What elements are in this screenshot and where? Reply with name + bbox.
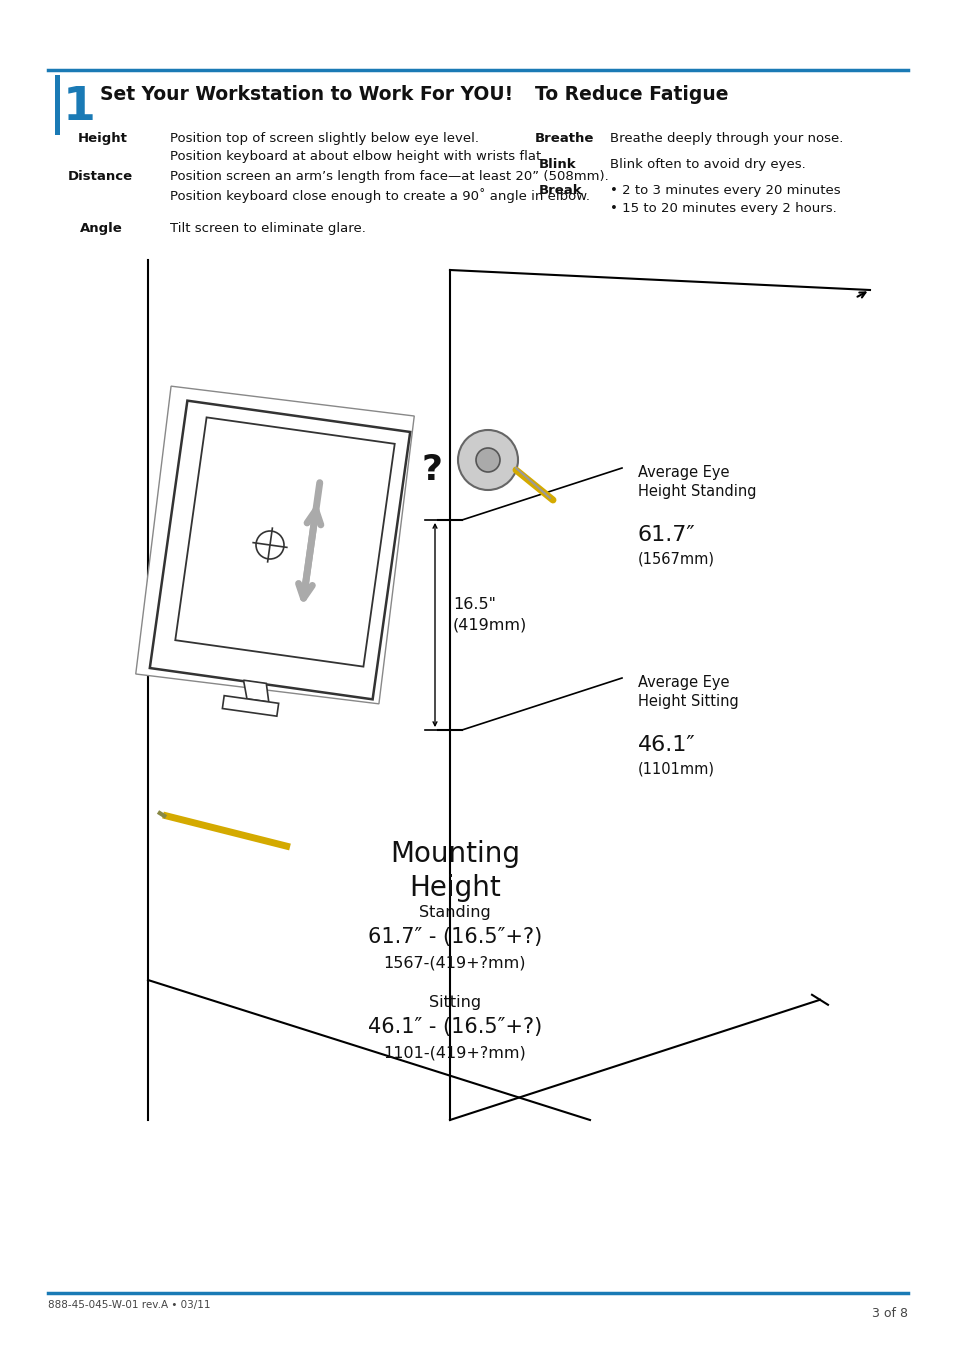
- Text: ?: ?: [421, 454, 442, 487]
- Circle shape: [457, 431, 517, 490]
- Polygon shape: [150, 401, 410, 699]
- Text: To Reduce Fatigue: To Reduce Fatigue: [535, 85, 728, 104]
- Bar: [55, 76, 60, 135]
- Text: Break: Break: [538, 184, 582, 197]
- Text: Position keyboard at about elbow height with wrists flat.: Position keyboard at about elbow height …: [170, 150, 545, 163]
- Text: Angle: Angle: [80, 221, 123, 235]
- Text: 888-45-045-W-01 rev.A • 03/11: 888-45-045-W-01 rev.A • 03/11: [48, 1300, 211, 1310]
- Text: 1567-(419+?mm): 1567-(419+?mm): [383, 954, 526, 971]
- Text: Average Eye
Height Standing: Average Eye Height Standing: [638, 464, 756, 500]
- Text: (1567mm): (1567mm): [638, 552, 714, 567]
- Text: 1: 1: [63, 85, 95, 130]
- Text: 46.1″ - (16.5″+?): 46.1″ - (16.5″+?): [368, 1017, 541, 1037]
- Text: 61.7″ - (16.5″+?): 61.7″ - (16.5″+?): [368, 927, 541, 946]
- Polygon shape: [222, 695, 278, 717]
- Text: 61.7″: 61.7″: [638, 525, 695, 545]
- Polygon shape: [175, 417, 395, 667]
- Text: 1101-(419+?mm): 1101-(419+?mm): [383, 1045, 526, 1060]
- Text: 16.5"
(419mm): 16.5" (419mm): [453, 597, 527, 633]
- Polygon shape: [243, 680, 269, 702]
- Text: 3 of 8: 3 of 8: [871, 1307, 907, 1320]
- Text: Sitting: Sitting: [429, 995, 480, 1010]
- Text: Tilt screen to eliminate glare.: Tilt screen to eliminate glare.: [170, 221, 366, 235]
- Text: Blink often to avoid dry eyes.: Blink often to avoid dry eyes.: [609, 158, 805, 171]
- Text: Average Eye
Height Sitting: Average Eye Height Sitting: [638, 675, 738, 709]
- Text: 46.1″: 46.1″: [638, 734, 695, 755]
- Text: Height: Height: [78, 132, 128, 144]
- Text: Position keyboard close enough to create a 90˚ angle in elbow.: Position keyboard close enough to create…: [170, 188, 589, 202]
- Text: Standing: Standing: [418, 904, 491, 919]
- Text: Position top of screen slightly below eye level.: Position top of screen slightly below ey…: [170, 132, 478, 144]
- Text: Breathe deeply through your nose.: Breathe deeply through your nose.: [609, 132, 842, 144]
- Text: (1101mm): (1101mm): [638, 761, 714, 778]
- Text: Distance: Distance: [68, 170, 133, 184]
- Polygon shape: [135, 386, 414, 703]
- Text: Blink: Blink: [538, 158, 576, 171]
- Text: Position screen an arm’s length from face—at least 20” (508mm).: Position screen an arm’s length from fac…: [170, 170, 608, 184]
- Text: • 15 to 20 minutes every 2 hours.: • 15 to 20 minutes every 2 hours.: [609, 202, 836, 215]
- Text: Mounting
Height: Mounting Height: [390, 840, 519, 902]
- Text: • 2 to 3 minutes every 20 minutes: • 2 to 3 minutes every 20 minutes: [609, 184, 840, 197]
- Text: Set Your Workstation to Work For YOU!: Set Your Workstation to Work For YOU!: [100, 85, 513, 104]
- Circle shape: [476, 448, 499, 472]
- Text: Breathe: Breathe: [535, 132, 594, 144]
